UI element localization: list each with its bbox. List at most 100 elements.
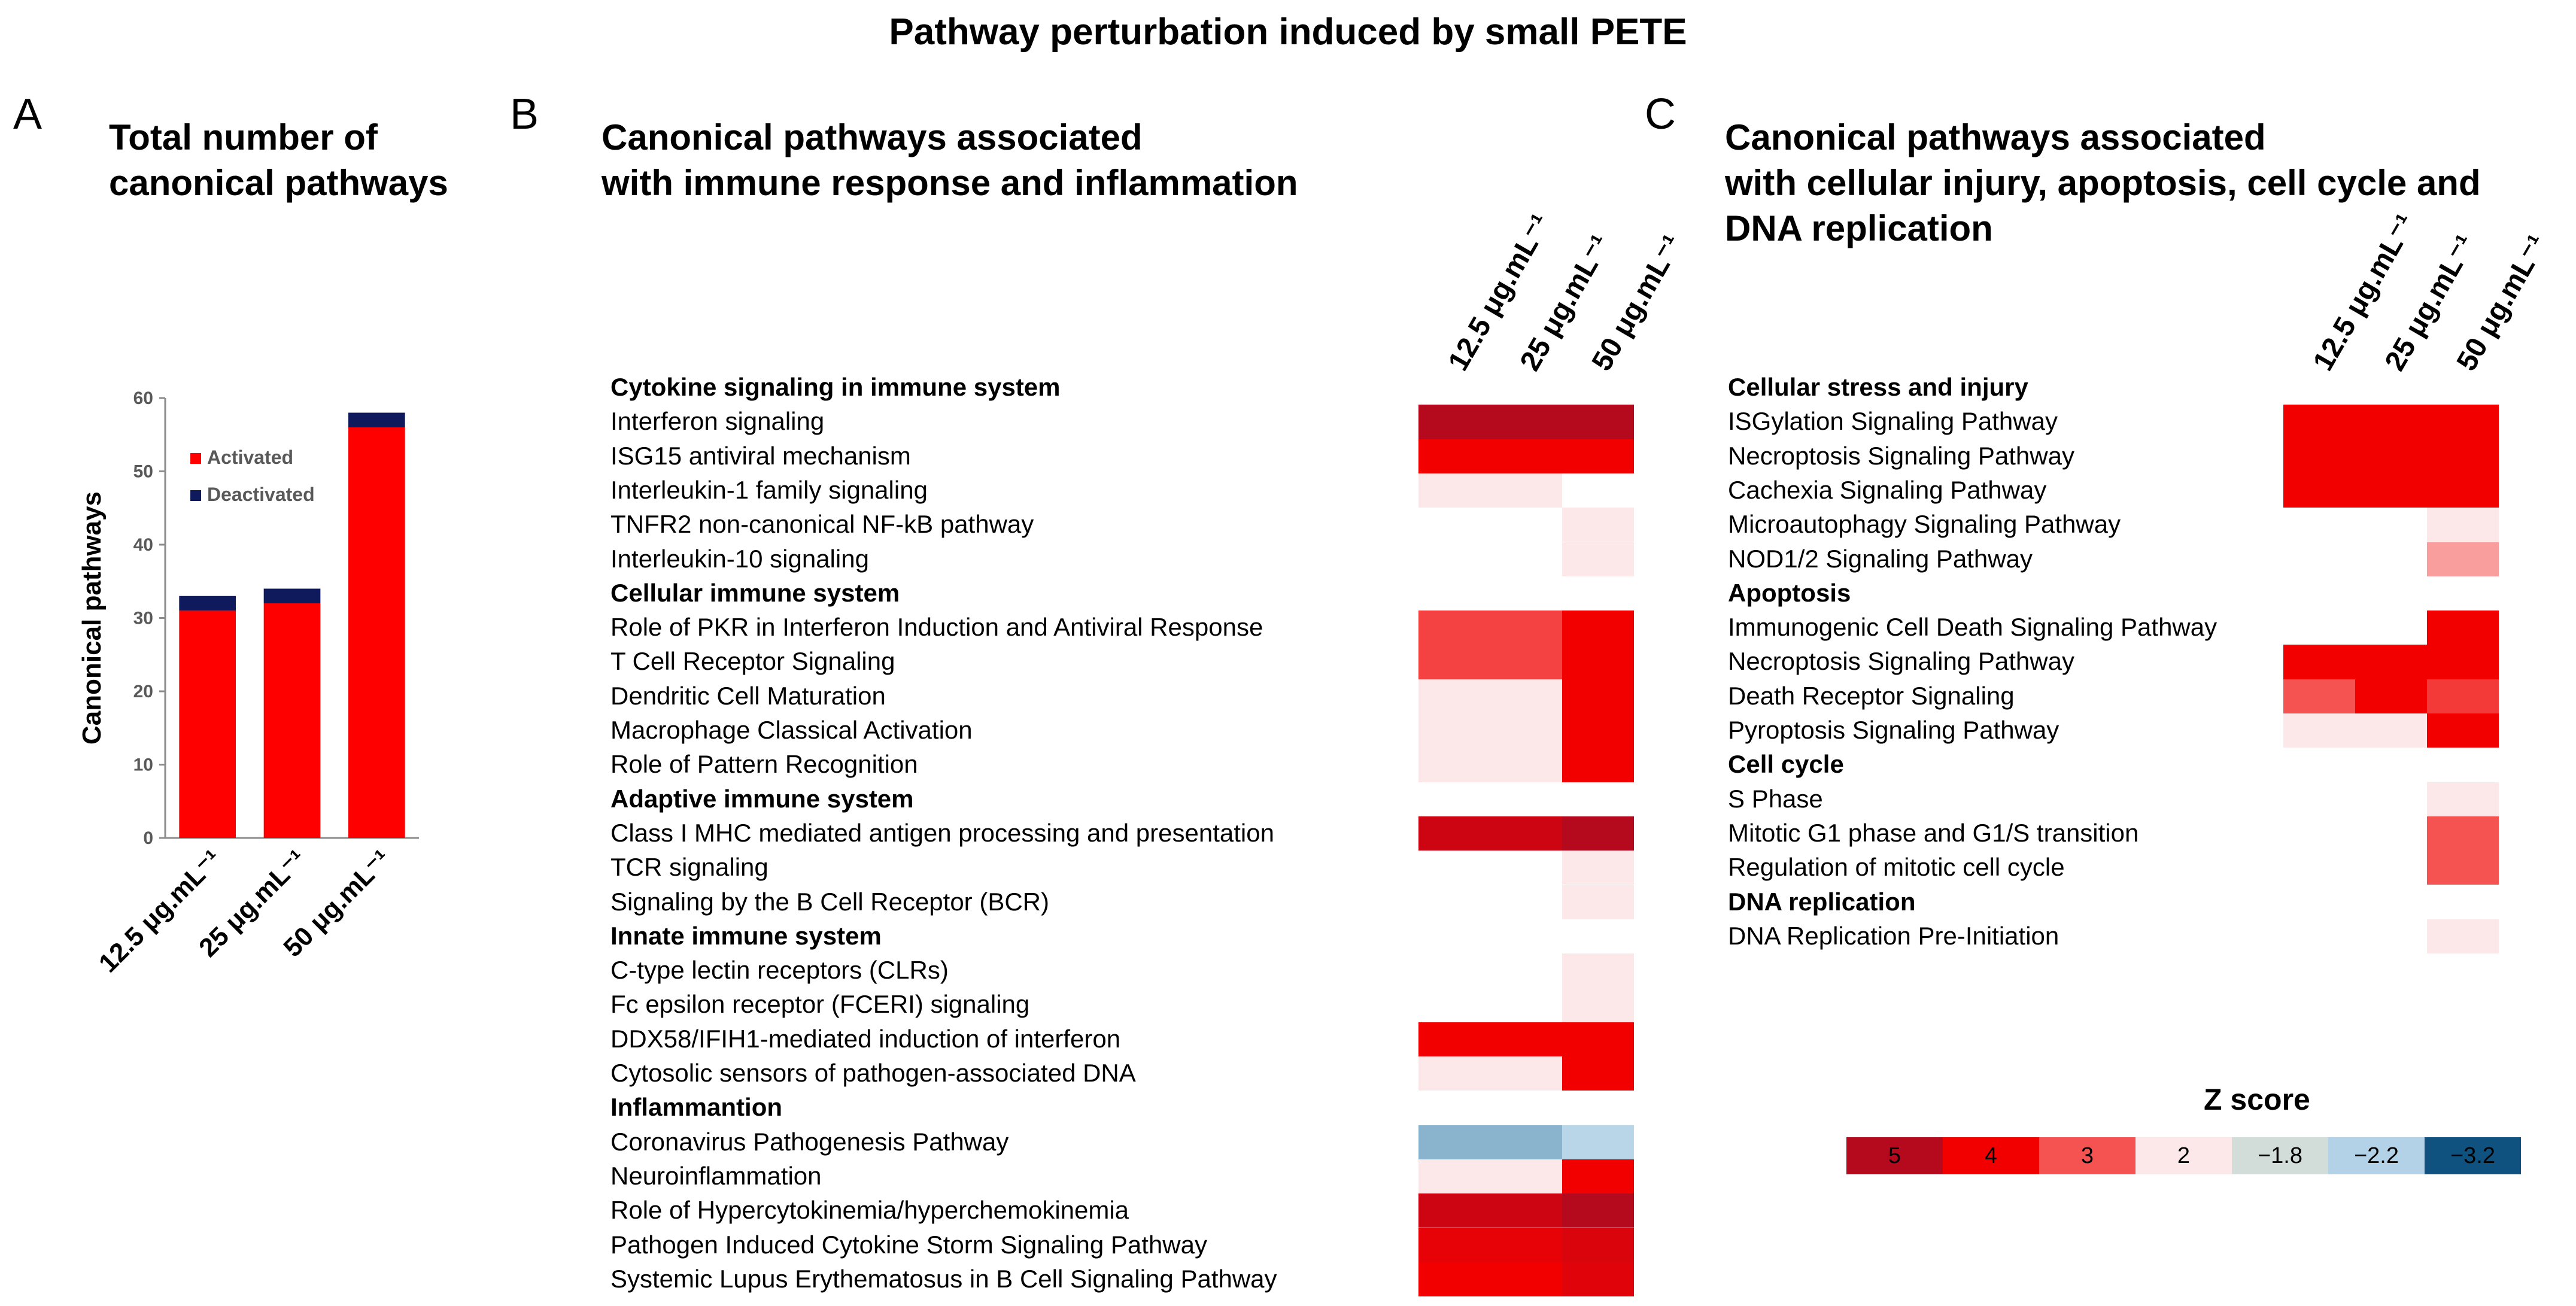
bar-deactivated-1	[179, 596, 236, 611]
heatmap-cell	[1418, 748, 1490, 782]
panel-a-title: Total number of canonical pathways	[109, 115, 448, 206]
panel-c-letter: C	[1645, 90, 1676, 138]
pathway-label: ISG15 antiviral mechanism	[610, 441, 911, 470]
pathway-label: Role of Pattern Recognition	[610, 750, 918, 779]
y-tick-label: 50	[133, 462, 153, 482]
heatmap-cell	[1418, 645, 1490, 679]
heatmap-cell	[1562, 748, 1634, 782]
pathway-label: Interleukin-1 family signaling	[610, 475, 928, 504]
pathway-label: Signaling by the B Cell Receptor (BCR)	[610, 887, 1049, 916]
panel-b-title-line2: with immune response and inflammation	[602, 163, 1298, 203]
pathway-label: Necroptosis Signaling Pathway	[1728, 647, 2074, 676]
panel-b-letter: B	[510, 90, 539, 138]
panel-a-title-line2: canonical pathways	[109, 163, 448, 203]
heatmap-cell	[1562, 1125, 1634, 1159]
pathway-label: DDX58/IFIH1-mediated induction of interf…	[610, 1024, 1121, 1053]
heatmap-cell	[1418, 1228, 1490, 1262]
heatmap-cell	[2283, 679, 2355, 713]
legend-item: −2.2	[2328, 1137, 2425, 1174]
heatmap-cell	[1490, 1056, 1562, 1091]
heatmap-cell	[2283, 473, 2355, 508]
y-tick-label: 30	[133, 609, 153, 628]
heatmap-cell	[2427, 782, 2499, 816]
pathway-label: Cachexia Signaling Pathway	[1728, 475, 2047, 504]
heatmap-cell	[2427, 439, 2499, 473]
heatmap-cell	[1418, 473, 1490, 508]
y-tick-label: 60	[133, 388, 153, 408]
pathway-label: ISGylation Signaling Pathway	[1728, 407, 2058, 436]
heatmap-cell	[2427, 645, 2499, 679]
heatmap-cell	[1490, 713, 1562, 748]
pathway-label: Fc epsilon receptor (FCERI) signaling	[610, 990, 1030, 1019]
pathway-label: S Phase	[1728, 784, 1823, 813]
bar-deactivated-2	[263, 588, 321, 603]
heatmap-cell	[1490, 816, 1562, 851]
y-tick-label: 40	[133, 535, 153, 555]
heatmap-cell	[1562, 988, 1634, 1022]
heatmap-cell	[1418, 1056, 1490, 1091]
heatmap-cell	[1562, 1159, 1634, 1194]
pathway-label: TNFR2 non-canonical NF-kB pathway	[610, 510, 1034, 539]
heatmap-cell	[1418, 713, 1490, 748]
pathway-label: NOD1/2 Signaling Pathway	[1728, 544, 2033, 573]
pathway-label: Role of PKR in Interferon Induction and …	[610, 613, 1263, 642]
legend-item: 3	[2039, 1137, 2135, 1174]
heatmap-cell	[1490, 1022, 1562, 1056]
pathway-category-heading: Adaptive immune system	[610, 784, 914, 813]
y-tick-label: 0	[143, 828, 153, 848]
panel-a-letter: A	[13, 90, 42, 138]
heatmap-cell	[1562, 542, 1634, 576]
bar-activated-3	[348, 427, 405, 838]
heatmap-cell	[2427, 816, 2499, 851]
pathway-category-heading: Cytokine signaling in immune system	[610, 373, 1061, 401]
pathway-label: Dendritic Cell Maturation	[610, 681, 886, 710]
heatmap-cell	[1562, 713, 1634, 748]
heatmap-cell	[2427, 919, 2499, 954]
heatmap-cell	[1562, 851, 1634, 885]
pathway-label: Immunogenic Cell Death Signaling Pathway	[1728, 613, 2217, 642]
heatmap-cell	[1490, 1159, 1562, 1194]
pathway-category-heading: Cell cycle	[1728, 750, 1844, 779]
heatmap-cell	[2427, 611, 2499, 645]
heatmap-cell	[2355, 645, 2427, 679]
heatmap-cell	[2283, 713, 2355, 748]
pathway-category-heading: Inflammantion	[610, 1093, 783, 1122]
legend-item: −3.2	[2425, 1137, 2521, 1174]
heatmap-cell	[1490, 748, 1562, 782]
bar-activated-2	[263, 603, 321, 838]
pathway-category-heading: Cellular immune system	[610, 578, 900, 607]
heatmap-cell	[1562, 1262, 1634, 1297]
heatmap-cell	[2427, 473, 2499, 508]
heatmap-cell	[2355, 473, 2427, 508]
heatmap-cell	[1490, 1193, 1562, 1228]
pathway-label: Role of Hypercytokinemia/hyperchemokinem…	[610, 1196, 1129, 1225]
heatmap-cell	[2283, 405, 2355, 439]
panel-c-title-line3: DNA replication	[1725, 208, 1993, 248]
pathway-label: Class I MHC mediated antigen processing …	[610, 818, 1274, 847]
heatmap-cell	[1418, 679, 1490, 713]
pathway-label: Cytosolic sensors of pathogen-associated…	[610, 1059, 1136, 1087]
pathway-label: Regulation of mitotic cell cycle	[1728, 853, 2065, 882]
heatmap-cell	[1562, 885, 1634, 919]
legend-title: Z score	[2204, 1083, 2310, 1116]
heatmap-cell	[1562, 439, 1634, 473]
pathway-label: Interferon signaling	[610, 407, 825, 436]
heatmap-cell	[1562, 953, 1634, 988]
pathway-label: Necroptosis Signaling Pathway	[1728, 441, 2074, 470]
pathway-category-heading: DNA replication	[1728, 887, 1916, 916]
heatmap-cell	[1562, 611, 1634, 645]
heatmap-cell	[2427, 851, 2499, 885]
heatmap-cell	[1562, 1228, 1634, 1262]
pathway-label: DNA Replication Pre-Initiation	[1728, 921, 2059, 950]
legend-item: 4	[1943, 1137, 2039, 1174]
bar-deactivated-3	[348, 412, 405, 427]
heatmap-cell	[1490, 439, 1562, 473]
heatmap-cell	[1490, 1228, 1562, 1262]
pathway-label: Neuroinflammation	[610, 1161, 822, 1190]
heatmap-cell	[1418, 816, 1490, 851]
heatmap-cell	[2427, 542, 2499, 576]
panel-c-title: Canonical pathways associated with cellu…	[1725, 115, 2481, 251]
y-tick-label: 20	[133, 682, 153, 701]
heatmap-cell	[2427, 713, 2499, 748]
heatmap-cell	[1562, 508, 1634, 542]
